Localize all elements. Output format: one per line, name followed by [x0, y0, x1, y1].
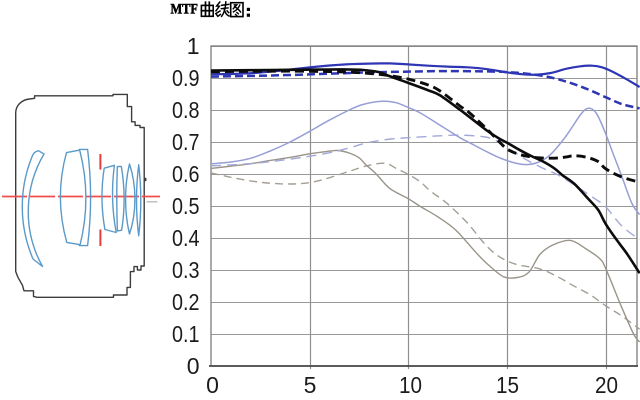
svg-text:MTF: MTF [171, 1, 199, 17]
svg-text:0: 0 [187, 353, 200, 379]
svg-text:15: 15 [496, 372, 519, 398]
svg-text:0: 0 [206, 372, 219, 398]
svg-text:0.4: 0.4 [172, 225, 200, 251]
svg-text:20: 20 [595, 372, 618, 398]
svg-text:0.5: 0.5 [172, 193, 200, 219]
svg-text:0.7: 0.7 [172, 129, 200, 155]
svg-text:0.1: 0.1 [172, 321, 200, 347]
svg-text:0.2: 0.2 [172, 289, 200, 315]
svg-text:10: 10 [399, 372, 422, 398]
svg-text:0.3: 0.3 [172, 257, 200, 283]
svg-text:1: 1 [187, 33, 200, 59]
svg-text:0.8: 0.8 [172, 97, 200, 123]
svg-text:0.6: 0.6 [172, 161, 200, 187]
svg-text:0.9: 0.9 [172, 65, 200, 91]
svg-text:5: 5 [304, 372, 317, 398]
